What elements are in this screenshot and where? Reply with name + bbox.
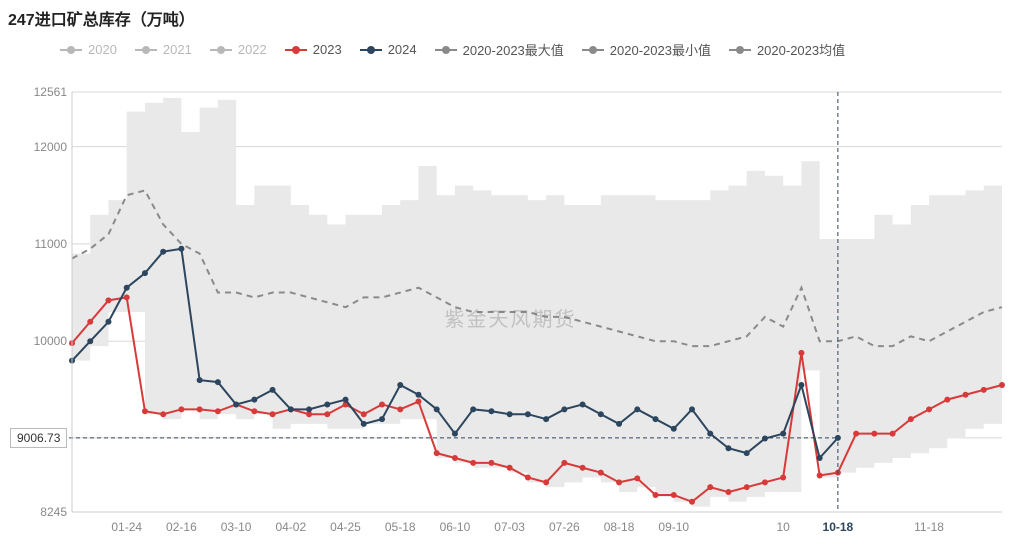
legend-item[interactable]: 2020-2023均值 xyxy=(729,40,845,59)
chart-title: 247进口矿总库存（万吨） xyxy=(0,0,1021,40)
x-tick-label: 07-26 xyxy=(549,520,580,534)
legend-item[interactable]: 2022 xyxy=(210,42,267,57)
x-tick-label: 10 xyxy=(776,520,789,534)
x-tick-label: 08-18 xyxy=(604,520,635,534)
x-tick-label: 10-18 xyxy=(823,520,854,534)
y-tick-label: 8245 xyxy=(12,505,67,519)
y-tick-label: 12000 xyxy=(12,140,67,154)
y-crosshair-value: 9006.73 xyxy=(10,428,67,448)
legend-label: 2022 xyxy=(238,42,267,57)
x-tick-label: 11-18 xyxy=(914,520,944,534)
legend-label: 2023 xyxy=(313,42,342,57)
legend-item[interactable]: 2020-2023最大值 xyxy=(435,40,564,59)
legend-item[interactable]: 2020-2023最小值 xyxy=(582,40,711,59)
chart-svg[interactable] xyxy=(0,68,1021,538)
x-tick-label: 05-18 xyxy=(385,520,416,534)
legend-item[interactable]: 2024 xyxy=(360,42,417,57)
legend-label: 2020 xyxy=(88,42,117,57)
x-tick-label: 04-25 xyxy=(330,520,361,534)
legend-label: 2024 xyxy=(388,42,417,57)
y-tick-label: 12561 xyxy=(12,85,67,99)
legend-label: 2020-2023最小值 xyxy=(610,40,711,59)
legend-label: 2021 xyxy=(163,42,192,57)
y-tick-label: 10000 xyxy=(12,334,67,348)
x-tick-label: 01-24 xyxy=(111,520,142,534)
x-tick-label: 03-10 xyxy=(221,520,252,534)
legend-label: 2020-2023均值 xyxy=(757,40,845,59)
legend-item[interactable]: 2021 xyxy=(135,42,192,57)
y-tick-label: 11000 xyxy=(12,237,67,251)
x-tick-label: 09-10 xyxy=(658,520,689,534)
x-tick-label: 06-10 xyxy=(440,520,471,534)
x-tick-label: 02-16 xyxy=(166,520,197,534)
chart-container: 247进口矿总库存（万吨） 2020 2021 2022 2023 2024 2020-2… xyxy=(0,0,1021,557)
plot-area: 紫金天风期货 9006.73 125611200011000100008245 … xyxy=(0,68,1021,557)
legend: 2020 2021 2022 2023 2024 2020-2023最大值 2020-202… xyxy=(0,40,1021,59)
legend-item[interactable]: 2023 xyxy=(285,42,342,57)
legend-label: 2020-2023最大值 xyxy=(463,40,564,59)
x-tick-label: 04-02 xyxy=(275,520,306,534)
legend-item[interactable]: 2020 xyxy=(60,42,117,57)
x-tick-label: 07-03 xyxy=(494,520,525,534)
